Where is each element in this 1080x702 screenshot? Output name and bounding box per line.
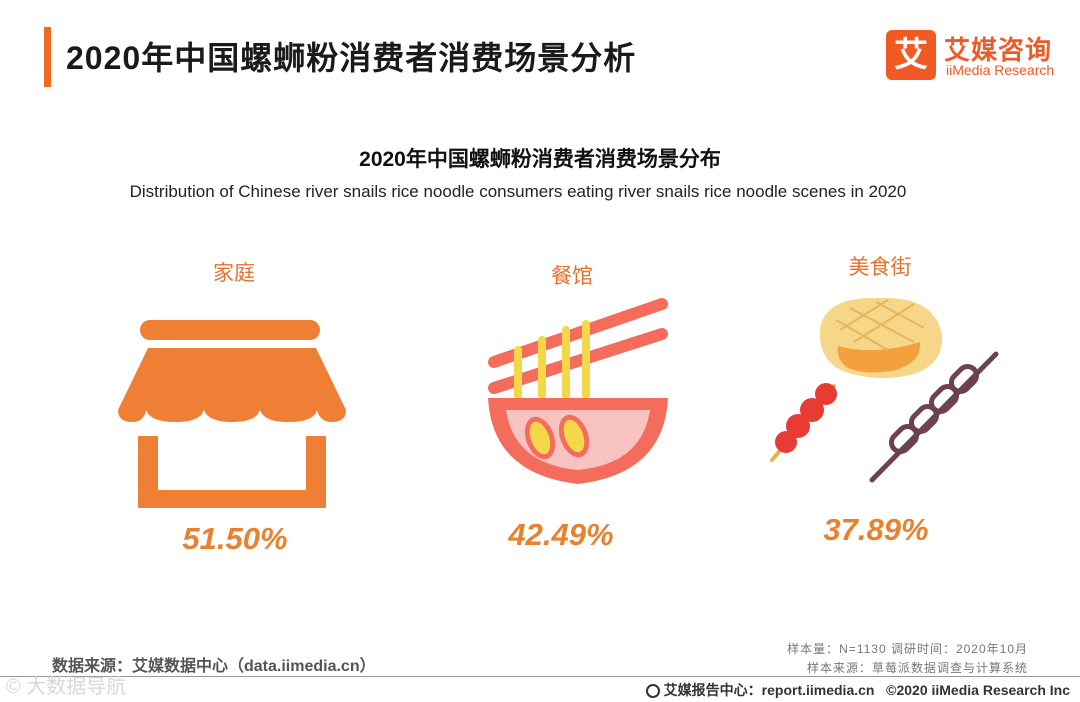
value-label-food-street: 37.89% — [823, 512, 929, 547]
footer-credits: 艾媒报告中心：report.iimedia.cn ©2020 iiMedia R… — [645, 680, 1070, 700]
watermark: © 大数据导航 — [6, 676, 127, 698]
category-label-restaurant: 餐馆 — [551, 265, 593, 288]
storefront-icon — [118, 320, 346, 508]
sample-source: 样本来源：草莓派数据调查与计算系统 — [806, 661, 1028, 675]
logo-chinese-name: 艾媒咨询 — [944, 35, 1053, 65]
page-title: 2020年中国螺蛳粉消费者消费场景分析 — [66, 40, 637, 76]
value-label-restaurant: 42.49% — [508, 517, 614, 552]
category-label-home: 家庭 — [213, 262, 255, 285]
street-food-icon — [770, 297, 999, 483]
logo-english-name: iiMedia Research — [946, 62, 1055, 78]
chart-title: 2020年中国螺蛳粉消费者消费场景分布 — [359, 148, 721, 171]
iimedia-logo: 艾 艾媒咨询 iiMedia Research — [886, 30, 1066, 82]
report-center-link[interactable]: 艾媒报告中心：report.iimedia.cn — [663, 682, 875, 698]
logo-mark: 艾 — [886, 30, 936, 80]
noodle-bowl-icon — [488, 298, 668, 484]
footer-divider — [0, 676, 1080, 677]
data-source: 数据来源：艾媒数据中心（data.iimedia.cn） — [52, 658, 376, 675]
globe-icon — [645, 684, 660, 698]
sample-info: 样本量：N=1130 调研时间：2020年10月 — [787, 642, 1028, 656]
chart-subtitle: Distribution of Chinese river snails ric… — [129, 182, 907, 201]
copyright: ©2020 iiMedia Research Inc — [886, 682, 1070, 698]
title-accent-bar — [44, 27, 51, 87]
value-label-home: 51.50% — [182, 521, 288, 556]
category-label-food-street: 美食街 — [848, 256, 912, 279]
